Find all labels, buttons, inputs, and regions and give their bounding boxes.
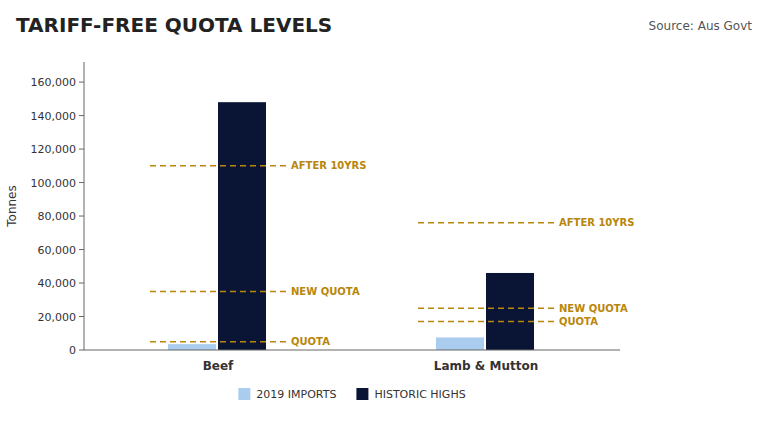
y-tick-label: 120,000 [31, 143, 77, 156]
y-tick-label: 40,000 [38, 277, 77, 290]
y-axis-line [84, 62, 85, 350]
annotation-label: AFTER 10YRS [291, 160, 366, 171]
bar [486, 273, 534, 350]
y-tick [79, 82, 84, 83]
reference-line [418, 321, 554, 323]
y-tick-label: 80,000 [38, 210, 77, 223]
x-tick-label: Beef [203, 359, 234, 373]
y-tick [79, 350, 84, 351]
y-tick-label: 60,000 [38, 244, 77, 257]
annotation-label: NEW QUOTA [559, 303, 628, 314]
x-axis-line [84, 350, 620, 351]
y-tick [79, 149, 84, 150]
legend-label: HISTORIC HIGHS [374, 388, 465, 401]
reference-line [150, 291, 286, 293]
y-tick [79, 182, 84, 183]
title: TARIFF-FREE QUOTA LEVELS [16, 13, 332, 37]
legend-swatch [238, 388, 250, 400]
legend-swatch [356, 388, 368, 400]
legend: 2019 IMPORTS HISTORIC HIGHS [238, 388, 465, 401]
reference-line [418, 222, 554, 224]
y-axis: 0 20,000 40,000 60,000 80,000 100,000 120,000 1… [31, 76, 85, 357]
y-tick-label: 0 [69, 344, 76, 357]
annotation-label: QUOTA [559, 316, 598, 327]
y-axis-label: Tonnes [5, 185, 19, 227]
y-tick [79, 216, 84, 217]
reference-line [150, 341, 286, 343]
reference-line [418, 307, 554, 309]
annotation-label: NEW QUOTA [291, 286, 360, 297]
x-tick-label: Lamb & Mutton [434, 359, 538, 373]
bar [168, 344, 216, 350]
annotation-labels: QUOTA NEW QUOTA AFTER 10YRS QUOTA NEW QUOTA A… [291, 160, 634, 347]
subtitle: Source: Aus Govt [649, 19, 753, 33]
bar [218, 102, 266, 350]
bars [168, 102, 534, 350]
y-tick-label: 160,000 [31, 76, 77, 89]
y-tick [79, 283, 84, 284]
annotation-label: AFTER 10YRS [559, 217, 634, 228]
bar [436, 337, 484, 350]
y-tick [79, 249, 84, 250]
chart: TARIFF-FREE QUOTA LEVELS Source: Aus Govt… [0, 0, 768, 432]
y-tick [79, 115, 84, 116]
reference-line [150, 165, 286, 167]
y-tick-label: 100,000 [31, 177, 77, 190]
legend-label: 2019 IMPORTS [256, 388, 336, 401]
y-tick-label: 140,000 [31, 110, 77, 123]
y-tick-label: 20,000 [38, 311, 77, 324]
annotation-label: QUOTA [291, 336, 330, 347]
annotation-lines [150, 166, 554, 342]
y-tick [79, 316, 84, 317]
